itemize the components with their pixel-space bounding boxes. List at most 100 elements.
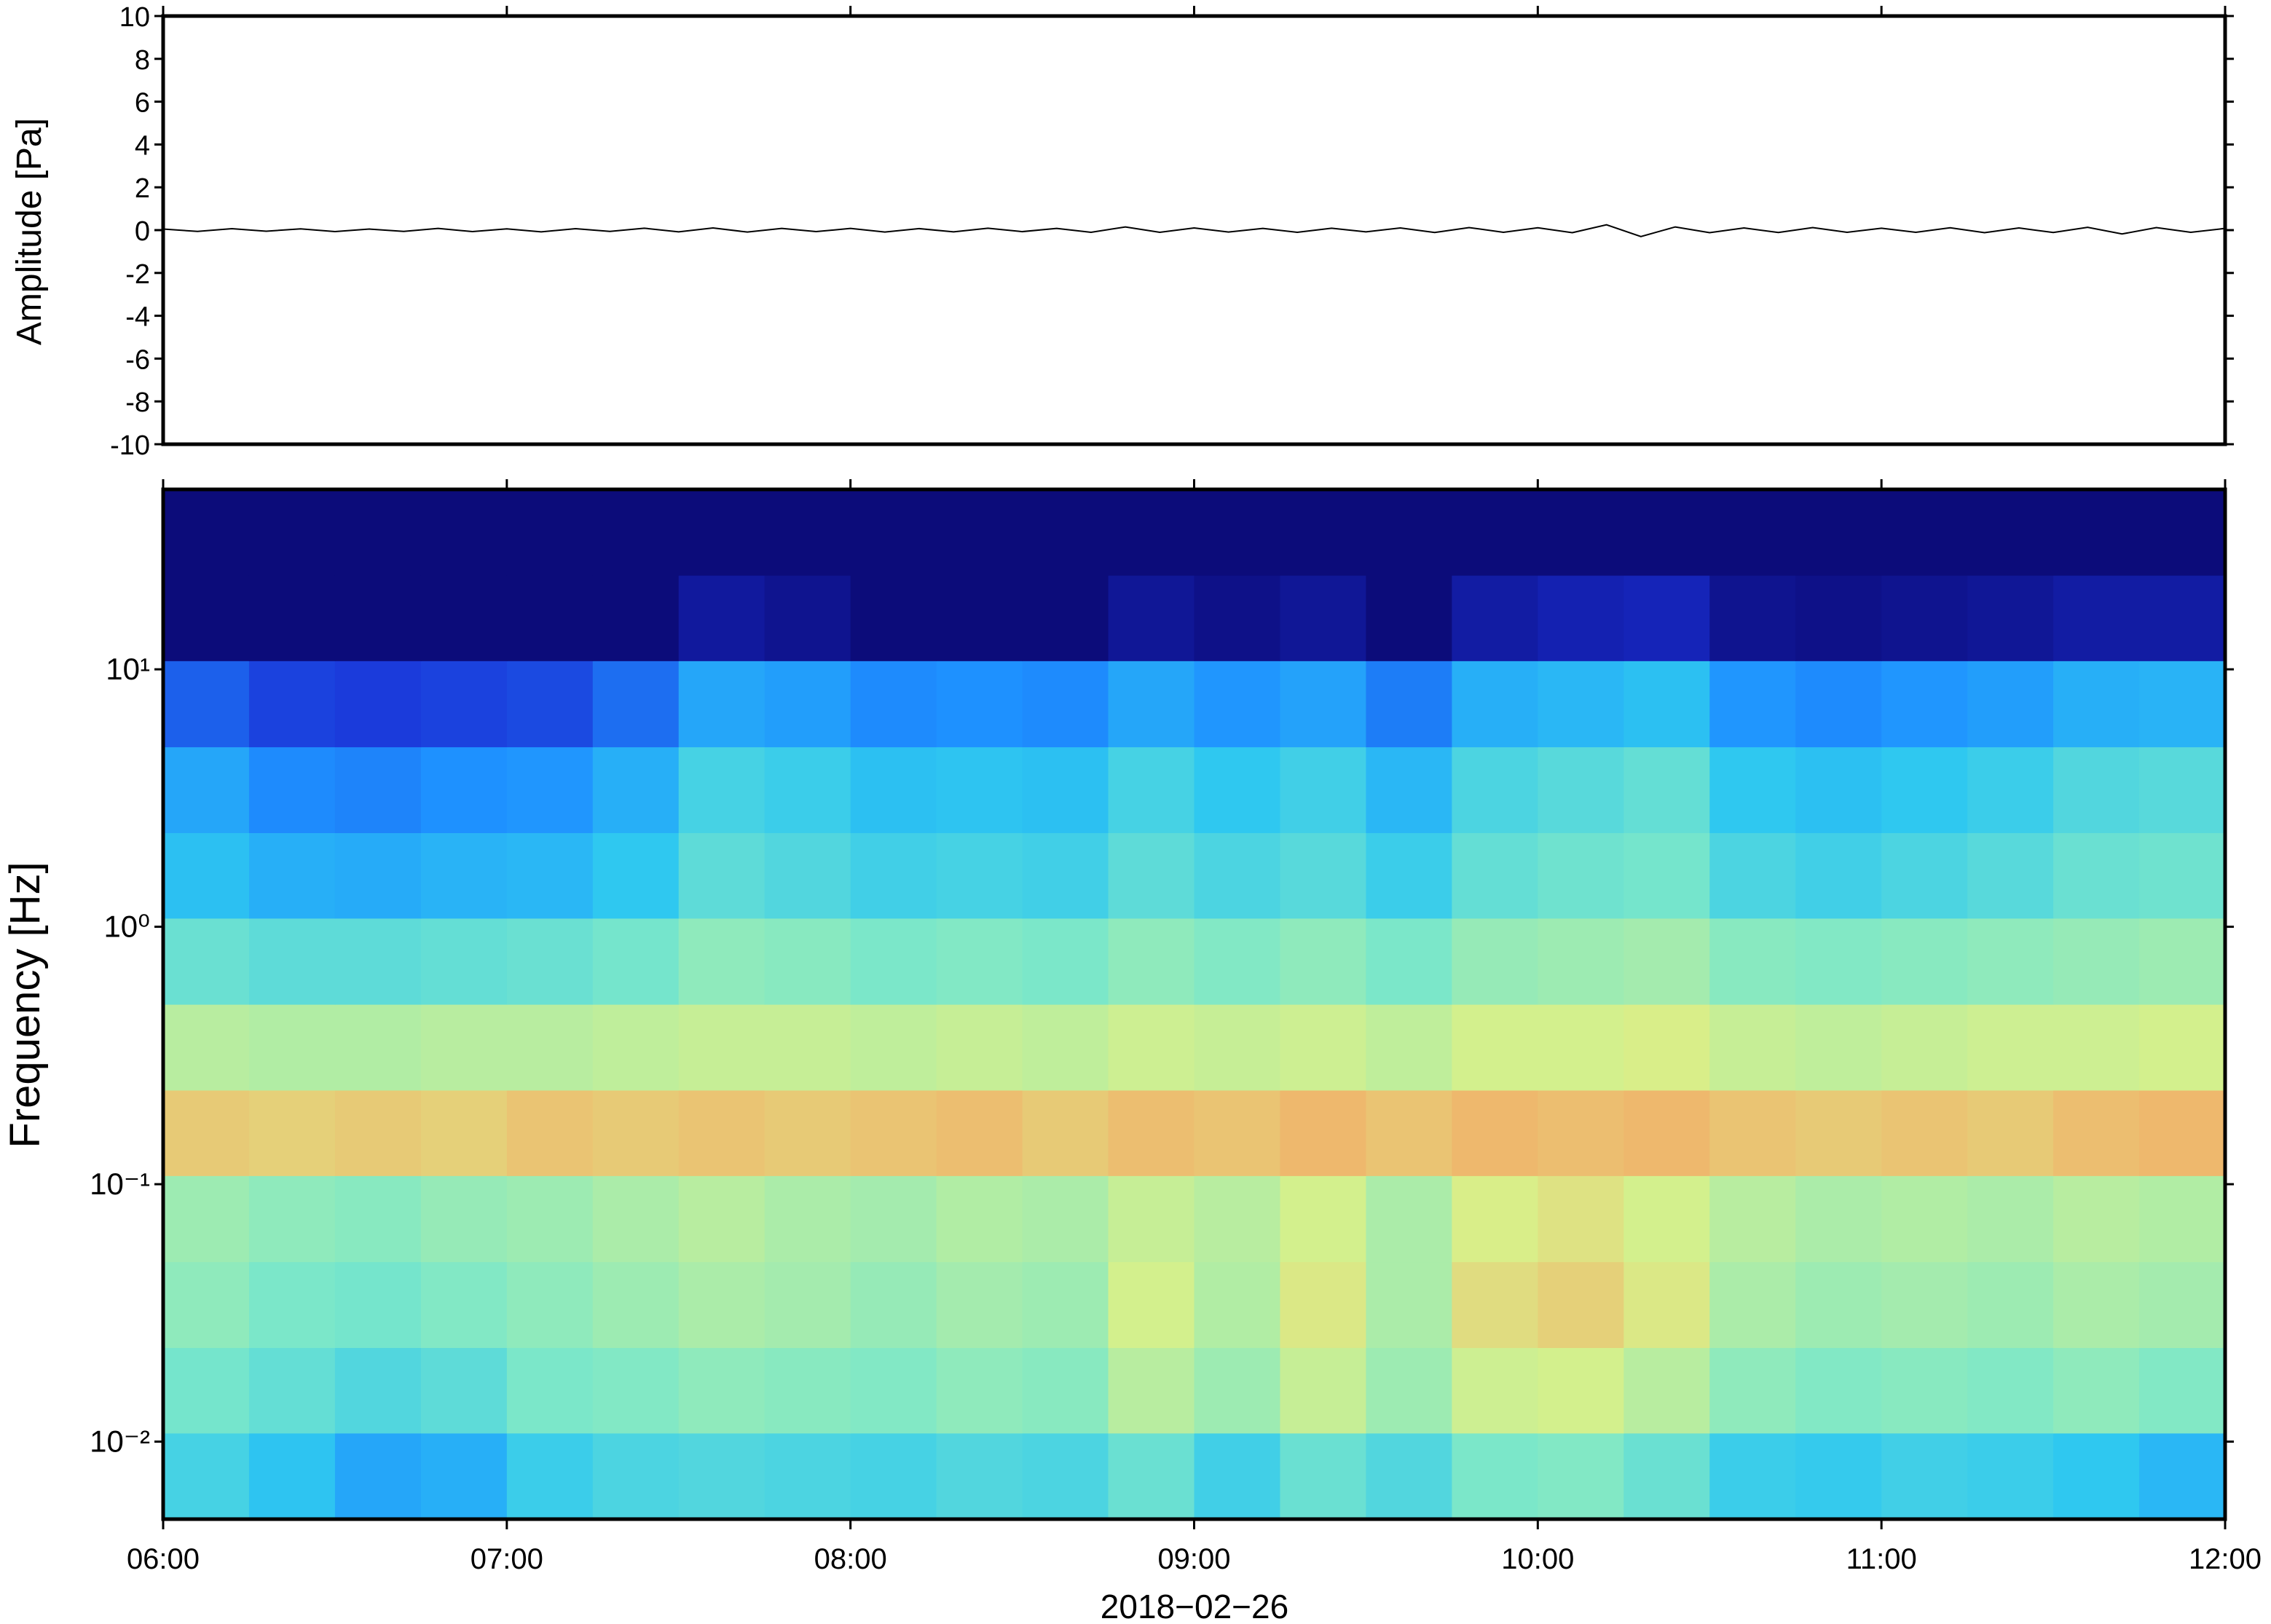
- spectrogram-cell: [506, 1004, 594, 1091]
- spectrogram-cell: [506, 489, 594, 576]
- x-tick-label: 06:00: [127, 1543, 200, 1575]
- spectrogram-cell: [163, 1347, 250, 1434]
- spectrogram-cell: [2139, 1175, 2226, 1263]
- x-tick-label: 08:00: [814, 1543, 887, 1575]
- spectrogram-cell: [1623, 918, 1710, 1005]
- spectrogram-cell: [1280, 1432, 1367, 1520]
- spectrogram-cell: [936, 1347, 1023, 1434]
- spectrogram-cell: [936, 918, 1023, 1005]
- spectrogram-cell: [678, 661, 765, 748]
- y-tick-label: 2: [135, 173, 150, 204]
- spectrogram-cell: [163, 918, 250, 1005]
- spectrogram-cell: [1881, 918, 1968, 1005]
- y-tick-label: 10: [119, 2, 150, 33]
- spectrogram-cell: [1881, 489, 1968, 576]
- spectrogram-cell: [592, 918, 680, 1005]
- spectrogram-cell: [764, 1089, 851, 1176]
- spectrogram-cell: [1538, 1347, 1624, 1434]
- spectrogram-cell: [1452, 1347, 1538, 1434]
- spectrogram-cell: [163, 489, 250, 576]
- spectrogram-cell: [2139, 1432, 2226, 1520]
- spectrogram-cell: [1108, 1004, 1195, 1091]
- spectrogram-cell: [1538, 1004, 1624, 1091]
- spectrogram-cell: [334, 1089, 422, 1176]
- spectrogram-cell: [1881, 1089, 1968, 1176]
- x-tick-label: 12:00: [2189, 1543, 2262, 1575]
- spectrogram-cell: [163, 1004, 250, 1091]
- spectrogram-cell: [1366, 661, 1452, 748]
- y-tick-label: 10⁻²: [90, 1424, 150, 1459]
- spectrogram-cell: [1280, 575, 1367, 661]
- spectrogram-cell: [248, 1089, 336, 1176]
- spectrogram-cell: [2139, 661, 2226, 748]
- spectrogram-cell: [1194, 1432, 1281, 1520]
- spectrogram-cell: [248, 1432, 336, 1520]
- spectrogram-cell: [1366, 1089, 1452, 1176]
- spectrogram-cell: [850, 1261, 937, 1348]
- spectrogram-cell: [592, 1432, 680, 1520]
- spectrogram-cell: [1881, 1432, 1968, 1520]
- spectrogram-cell: [248, 1261, 336, 1348]
- spectrogram-cell: [1538, 661, 1624, 748]
- spectrogram-cell: [1623, 489, 1710, 576]
- spectrogram-cell: [1967, 918, 2054, 1005]
- spectrogram-cell: [764, 746, 851, 833]
- spectrogram-cell: [1538, 1175, 1624, 1263]
- spectrogram-cell: [163, 832, 250, 919]
- spectrogram-cell: [1538, 746, 1624, 833]
- spectrogram-cell: [2053, 918, 2140, 1005]
- spectrogram-cell: [1709, 1004, 1796, 1091]
- spectrogram-cell: [1623, 1347, 1710, 1434]
- spectrogram-cell: [850, 746, 937, 833]
- spectrogram-cell: [1366, 1261, 1452, 1348]
- spectrogram-cell: [592, 661, 680, 748]
- spectrogram-cell: [420, 1261, 508, 1348]
- spectrogram-cell: [1022, 489, 1109, 576]
- y-tick-label: 4: [135, 130, 150, 161]
- spectrogram-cell: [163, 575, 250, 661]
- spectrogram-cell: [506, 918, 594, 1005]
- spectrogram-cell: [1366, 575, 1452, 661]
- spectrogram-cell: [1709, 918, 1796, 1005]
- spectrogram-cell: [248, 1004, 336, 1091]
- spectrogram-cell: [764, 832, 851, 919]
- spectrogram-cell: [163, 1089, 250, 1176]
- spectrogram-cell: [334, 832, 422, 919]
- spectrogram-cell: [1194, 832, 1281, 919]
- spectrogram-cell: [1623, 1175, 1710, 1263]
- spectrogram-cell: [1366, 746, 1452, 833]
- spectrogram-cell: [506, 746, 594, 833]
- y-axis-label: Frequency [Hz]: [1, 862, 49, 1148]
- spectrogram-cell: [420, 1432, 508, 1520]
- spectrogram-cell: [334, 1175, 422, 1263]
- spectrogram-cell: [506, 1175, 594, 1263]
- spectrogram-cell: [1795, 1089, 1882, 1176]
- spectrogram-cell: [1709, 1432, 1796, 1520]
- spectrogram-cell: [764, 1432, 851, 1520]
- spectrogram-cell: [850, 1347, 937, 1434]
- spectrogram-cell: [1967, 661, 2054, 748]
- spectrogram-cell: [1280, 918, 1367, 1005]
- spectrogram-cell: [592, 1347, 680, 1434]
- waveform: [162, 224, 2226, 237]
- spectrogram-cell: [1108, 746, 1195, 833]
- spectrogram-cell: [2053, 832, 2140, 919]
- spectrogram-cell: [592, 1004, 680, 1091]
- spectrogram-cell: [592, 575, 680, 661]
- spectrogram-cell: [2053, 746, 2140, 833]
- spectrogram-cell: [2139, 918, 2226, 1005]
- spectrogram-cell: [1881, 746, 1968, 833]
- spectrogram-cell: [2139, 832, 2226, 919]
- spectrogram-cell: [678, 1261, 765, 1348]
- spectrogram-cell: [936, 489, 1023, 576]
- spectrogram-cell: [248, 832, 336, 919]
- spectrogram-cell: [1967, 832, 2054, 919]
- spectrogram-cell: [1967, 1347, 2054, 1434]
- spectrogram-cell: [764, 489, 851, 576]
- spectrogram-cell: [1538, 489, 1624, 576]
- spectrogram-cell: [1538, 1432, 1624, 1520]
- spectrogram-cell: [1881, 575, 1968, 661]
- spectrogram-cell: [1709, 1261, 1796, 1348]
- spectrogram-cell: [678, 575, 765, 661]
- spectrogram-cell: [2053, 1432, 2140, 1520]
